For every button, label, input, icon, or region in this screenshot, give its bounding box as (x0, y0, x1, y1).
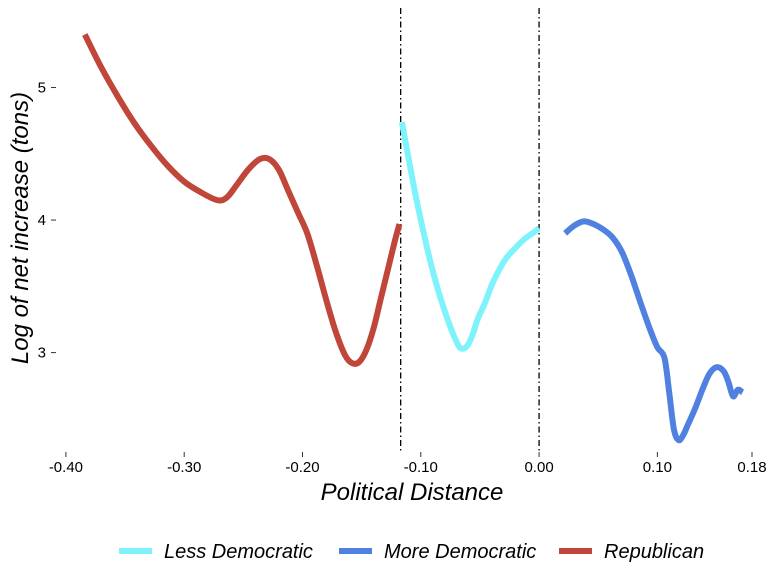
legend-label-more-democratic: More Democratic (384, 541, 536, 563)
series-layer (82, 33, 745, 444)
x-axis-title: Political Distance (321, 479, 504, 506)
x-tick-label-3: -0.10 (404, 459, 438, 476)
x-tick-label-5: 0.10 (643, 459, 672, 476)
x-tick-label-4: 0.00 (524, 459, 553, 476)
legend-label-republican: Republican (604, 541, 704, 563)
x-axis: -0.40 -0.30 -0.20 -0.10 0.00 0.10 0.18 (49, 452, 767, 476)
x-tick-label-6: 0.18 (737, 459, 766, 476)
x-tick-label-0: -0.40 (49, 459, 83, 476)
y-tick-label-4: 4 (38, 212, 46, 229)
legend: Less Democratic More Democratic Republican (119, 541, 704, 563)
legend-label-less-democratic: Less Democratic (164, 541, 313, 563)
series-line-more-democratic (563, 218, 745, 444)
series-line-less-democratic (398, 121, 542, 352)
x-tick-label-1: -0.30 (167, 459, 201, 476)
y-tick-label-5: 5 (38, 80, 46, 97)
y-axis-title: Log of net increase (tons) (7, 92, 34, 364)
series-line-republican (82, 33, 403, 367)
x-tick-label-2: -0.20 (285, 459, 319, 476)
y-axis: 3 4 5 (38, 80, 56, 362)
y-tick-label-3: 3 (38, 345, 46, 362)
